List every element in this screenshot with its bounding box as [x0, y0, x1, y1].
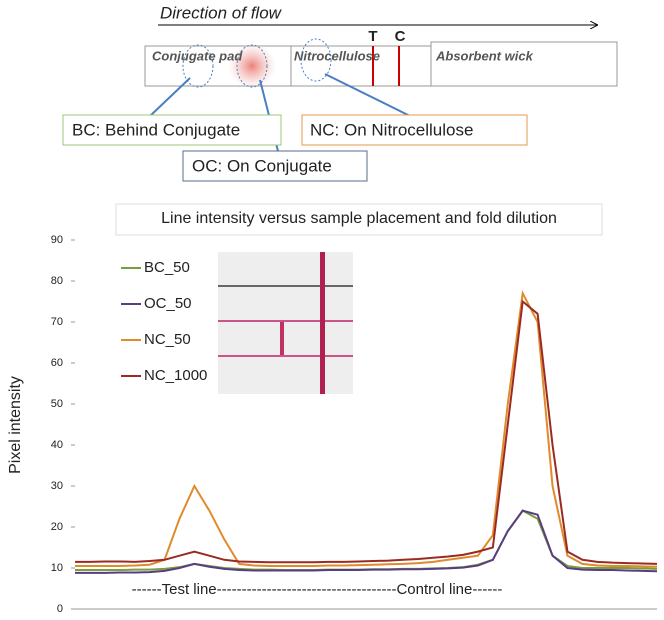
- oc-circle: [236, 44, 268, 88]
- title-box: [115, 203, 603, 236]
- data-line: [75, 299, 658, 565]
- sample-glow: [228, 44, 276, 88]
- oc-box: [182, 150, 368, 182]
- oc-label: OC: On Conjugate: [192, 156, 332, 175]
- flow-label: Direction of flow: [160, 3, 283, 22]
- bc-pointer: [149, 77, 191, 117]
- t-label: T: [368, 28, 377, 45]
- legend: [110, 252, 218, 394]
- nitrocellulose: [290, 45, 434, 87]
- diagram: Direction of flow T C Conjugate pad Nitr…: [62, 3, 618, 182]
- legend-label: NC_50: [144, 331, 191, 348]
- data-line: [75, 290, 658, 568]
- legend-label: BC_50: [144, 259, 190, 276]
- y-axis-label: Pixel intensity: [7, 376, 24, 474]
- legend-label: OC_50: [144, 295, 192, 312]
- nitro-label: Nitrocellulose: [294, 48, 380, 63]
- strip-control: [320, 252, 325, 394]
- bc-box: [62, 114, 282, 146]
- strip-gap: [218, 355, 353, 357]
- c-label: C: [395, 28, 406, 45]
- y-tick-label: 80: [51, 275, 63, 287]
- nc-label: NC: On Nitrocellulose: [310, 120, 473, 139]
- inset-strips: [218, 252, 353, 394]
- y-tick-label: 60: [51, 357, 63, 369]
- strip-image: [218, 252, 353, 394]
- nc-box: [301, 114, 528, 146]
- strip-test: [280, 322, 284, 355]
- data-line: [75, 509, 658, 574]
- wick-label: Absorbent wick: [435, 48, 534, 63]
- y-tick-label: 40: [51, 439, 63, 451]
- y-tick-label: 70: [51, 316, 63, 328]
- strip-gap: [218, 320, 353, 322]
- wick: [430, 41, 618, 87]
- y-tick-label: 50: [51, 398, 63, 410]
- bc-circle: [182, 44, 214, 88]
- axis-annotation: ------Test line-------------------------…: [132, 581, 503, 598]
- bc-label: BC: Behind Conjugate: [72, 120, 240, 139]
- y-tick-label: 10: [51, 562, 63, 574]
- y-tick-label: 20: [51, 521, 63, 533]
- y-tick-label: 0: [57, 603, 63, 615]
- y-tick-label: 30: [51, 480, 63, 492]
- chart-title: Line intensity versus sample placement a…: [161, 210, 557, 227]
- nc-circle: [300, 38, 332, 82]
- nc-pointer: [324, 73, 411, 117]
- legend-label: NC_1000: [144, 367, 207, 384]
- y-tick-label: 90: [51, 234, 63, 246]
- strip-gap: [218, 285, 353, 287]
- conjugate-label: Conjugate pad: [152, 48, 243, 63]
